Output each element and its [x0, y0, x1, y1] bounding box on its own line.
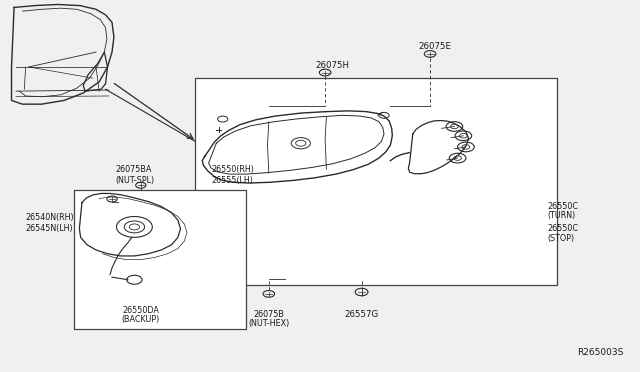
Text: R265003S: R265003S — [578, 348, 624, 357]
Text: 26550C: 26550C — [547, 224, 578, 233]
Text: 26550(RH): 26550(RH) — [211, 165, 254, 174]
Text: 26545N(LH): 26545N(LH) — [26, 224, 73, 233]
Text: 26550DA: 26550DA — [122, 306, 159, 315]
Text: (STOP): (STOP) — [547, 234, 574, 243]
Bar — [74, 190, 246, 329]
Text: (NUT-HEX): (NUT-HEX) — [248, 319, 289, 328]
Text: 26555(LH): 26555(LH) — [211, 176, 253, 185]
Text: (TURN): (TURN) — [547, 211, 575, 220]
Text: 26075E: 26075E — [419, 42, 452, 51]
Text: 26075H: 26075H — [316, 61, 350, 70]
Text: 26550C: 26550C — [547, 202, 578, 211]
Text: 26557G: 26557G — [344, 310, 379, 319]
Text: 26075B: 26075B — [253, 310, 284, 319]
Text: 26075BA: 26075BA — [115, 165, 152, 174]
Text: 26540N(RH): 26540N(RH) — [26, 213, 74, 222]
Text: (BACKUP): (BACKUP) — [122, 315, 160, 324]
Bar — [195, 78, 557, 285]
Text: (NUT-SPL): (NUT-SPL) — [115, 176, 154, 185]
